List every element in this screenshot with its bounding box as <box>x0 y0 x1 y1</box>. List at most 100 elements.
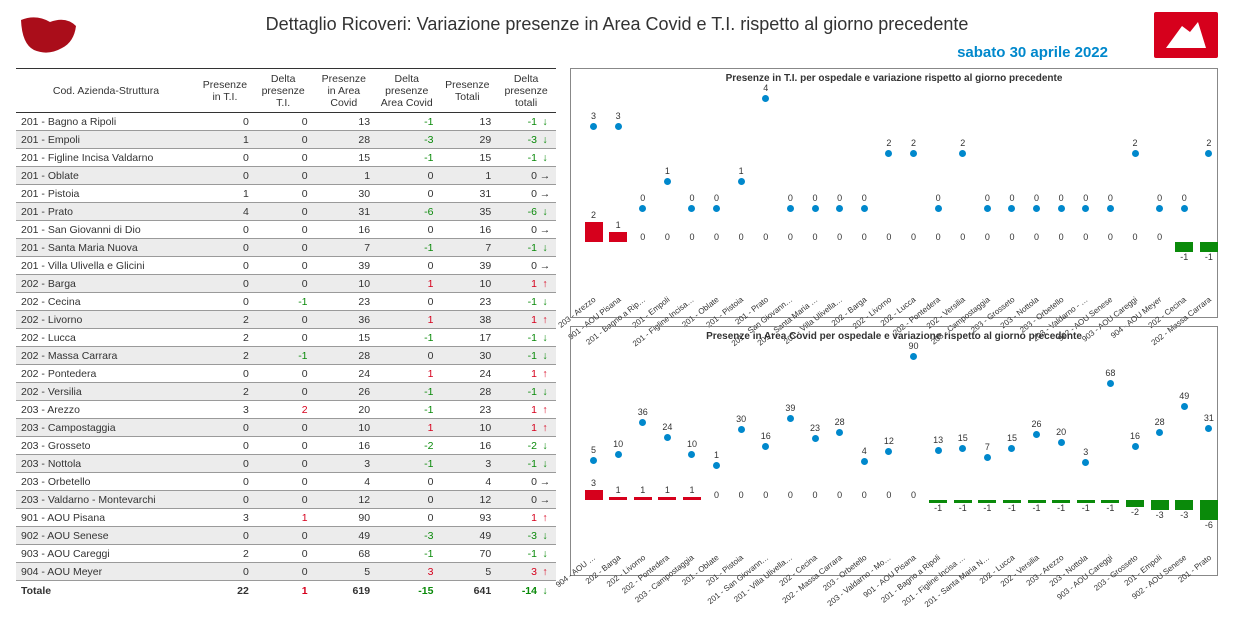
chart-point: 0 <box>999 193 1024 212</box>
cell-dti: 0 <box>254 527 313 545</box>
point-value: 26 <box>1024 419 1049 429</box>
cell-dtot: -1↓ <box>496 149 556 167</box>
table-row: 201 - Villa Ulivella e Glicini00390390→ <box>16 257 556 275</box>
chart-point: 0 <box>1098 193 1123 212</box>
point-value: 1 <box>729 166 754 176</box>
total-covid: 619 <box>313 581 376 600</box>
table-row: 201 - Prato4031-635-6↓ <box>16 203 556 221</box>
category: 201 - Oblate <box>704 500 729 560</box>
category: 202 - Versilia <box>950 242 975 302</box>
cell-covid: 12 <box>313 491 376 509</box>
table-row: 201 - Bagno a Ripoli0013-113-1↓ <box>16 113 556 131</box>
chart-point: 3 <box>1073 447 1098 466</box>
table-row: 902 - AOU Senese0049-349-3↓ <box>16 527 556 545</box>
dot-icon <box>1205 150 1212 157</box>
cell-dti: 1 <box>254 509 313 527</box>
table-row: 202 - Massa Carrara2-128030-1↓ <box>16 347 556 365</box>
dot-icon <box>1181 205 1188 212</box>
column-header: Presenze in T.I. <box>196 69 254 113</box>
cell-tot: 4 <box>438 473 496 491</box>
cell-covid: 30 <box>313 185 376 203</box>
column-header: Cod. Azienda-Struttura <box>16 69 196 113</box>
point-value: 36 <box>630 407 655 417</box>
dot-icon <box>639 205 646 212</box>
point-value: 0 <box>679 193 704 203</box>
dot-icon <box>910 150 917 157</box>
delta-value: 0 <box>803 233 828 242</box>
delta-bar: 1 <box>679 485 704 500</box>
delta-value: 0 <box>1024 233 1049 242</box>
cell-dcov: 1 <box>375 275 438 293</box>
point-value: 2 <box>950 138 975 148</box>
cell-dcov: 1 <box>375 365 438 383</box>
delta-value: 0 <box>827 233 852 242</box>
point-value: 2 <box>1196 138 1221 148</box>
cell-tot: 30 <box>438 347 496 365</box>
point-value: 15 <box>950 433 975 443</box>
cell-ti: 0 <box>196 437 254 455</box>
cell-dcov: -3 <box>375 527 438 545</box>
dot-icon <box>787 415 794 422</box>
table-row: 202 - Lucca2015-117-1↓ <box>16 329 556 347</box>
table-row: 201 - Empoli1028-329-3↓ <box>16 131 556 149</box>
delta-bar: 0 <box>630 232 655 242</box>
cell-ti: 2 <box>196 383 254 401</box>
cell-covid: 20 <box>313 401 376 419</box>
total-dtot: -14↓ <box>496 581 556 600</box>
chart-ti-title: Presenze in T.I. per ospedale e variazio… <box>575 73 1213 84</box>
cell-dti: 0 <box>254 257 313 275</box>
dot-icon <box>1082 459 1089 466</box>
total-ti: 22 <box>196 581 254 600</box>
cell-tot: 39 <box>438 257 496 275</box>
cell-tot: 70 <box>438 545 496 563</box>
cell-covid: 31 <box>313 203 376 221</box>
chart-point: 0 <box>926 193 951 212</box>
point-value: 20 <box>1049 427 1074 437</box>
chart-point: 2 <box>950 138 975 157</box>
dot-icon <box>787 205 794 212</box>
category: 201 - Santa Maria … <box>803 242 828 302</box>
delta-value: 0 <box>778 491 803 500</box>
cell-tot: 10 <box>438 275 496 293</box>
cell-covid: 24 <box>313 365 376 383</box>
table-row: 203 - Arezzo3220-1231↑ <box>16 401 556 419</box>
point-value: 3 <box>581 111 606 121</box>
cell-ti: 0 <box>196 257 254 275</box>
category: 201 - Figline Incisa … <box>950 500 975 560</box>
cell-tot: 24 <box>438 365 496 383</box>
cell-dti: 0 <box>254 491 313 509</box>
delta-bar: 1 <box>606 220 631 242</box>
chart-point: 0 <box>827 193 852 212</box>
point-value: 12 <box>876 436 901 446</box>
point-value: 0 <box>630 193 655 203</box>
chart-point: 68 <box>1098 368 1123 387</box>
category: 201 - Empoli <box>655 242 680 302</box>
cell-dtot: -2↓ <box>496 437 556 455</box>
point-value: 90 <box>901 341 926 351</box>
cell-dtot: -1↓ <box>496 239 556 257</box>
cell-covid: 90 <box>313 509 376 527</box>
delta-value: 0 <box>655 233 680 242</box>
category: 202 - Lucca <box>901 242 926 302</box>
cell-dcov: -6 <box>375 203 438 221</box>
delta-value: 0 <box>852 233 877 242</box>
cell-tot: 23 <box>438 401 496 419</box>
cell-dcov: 1 <box>375 311 438 329</box>
cell-dcov: -1 <box>375 113 438 131</box>
chart-point: 49 <box>1172 391 1197 410</box>
point-value: 0 <box>1049 193 1074 203</box>
row-name: 203 - Nottola <box>16 455 196 473</box>
chart-point: 0 <box>852 193 877 212</box>
delta-value: 1 <box>655 486 680 495</box>
point-value: 0 <box>926 193 951 203</box>
point-value: 1 <box>704 450 729 460</box>
cell-tot: 15 <box>438 149 496 167</box>
delta-value: 0 <box>876 233 901 242</box>
delta-value: 1 <box>606 221 631 230</box>
category: 202 - Cecina <box>803 500 828 560</box>
point-value: 39 <box>778 403 803 413</box>
delta-bar: 0 <box>655 232 680 242</box>
category: 202 - Livorno <box>630 500 655 560</box>
cell-ti: 0 <box>196 473 254 491</box>
cell-dtot: 1↑ <box>496 419 556 437</box>
